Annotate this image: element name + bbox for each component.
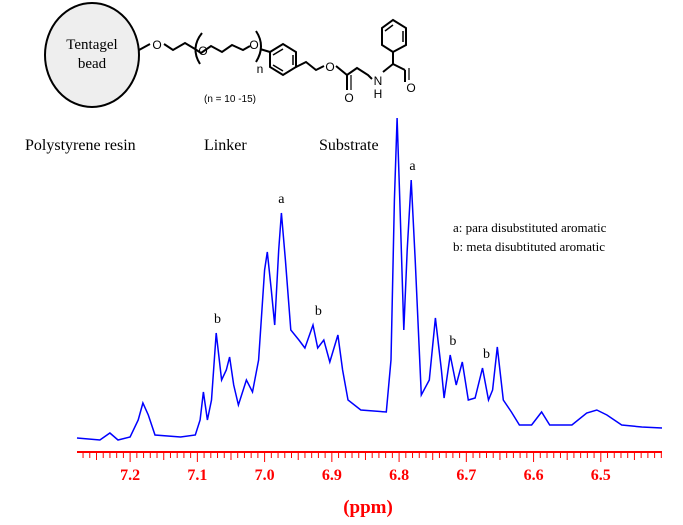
repeat-bracket-right xyxy=(255,30,262,63)
spectrum-plot: b a b a b b 7.2 7.1 7.0 6.9 6.8 6.7 6.6 6.5 (ppm) xyxy=(76,117,663,518)
repeat-range-label: (n = 10 -15) xyxy=(204,94,256,105)
linker-chain-bond xyxy=(138,43,151,51)
peak-annotation-b: b xyxy=(315,304,322,319)
x-tick-label: 6.5 xyxy=(591,467,611,484)
oxygen-atom: O xyxy=(198,44,207,58)
bead-label-line2: bead xyxy=(78,56,107,72)
peak-annotation-a: a xyxy=(409,159,416,174)
oxygen-atom: O xyxy=(344,91,353,105)
oxygen-atom: O xyxy=(406,81,415,95)
repeat-n-label: n xyxy=(257,62,264,76)
peak-annotation-b: b xyxy=(483,347,490,362)
ester-bond xyxy=(335,65,373,80)
oxygen-atom: O xyxy=(152,38,161,52)
x-tick-label: 7.1 xyxy=(187,467,207,484)
x-tick-label: 7.0 xyxy=(255,467,275,484)
peak-annotation-b: b xyxy=(449,334,456,349)
linker-chain-bond xyxy=(163,41,251,55)
section-label-linker: Linker xyxy=(204,137,247,154)
legend: a: para disubstituted aromatic b: meta d… xyxy=(453,220,607,254)
repeat-bracket-left xyxy=(194,32,203,65)
x-tick-label: 7.2 xyxy=(120,467,140,484)
section-label-substrate: Substrate xyxy=(319,137,379,154)
nitrogen-atom: N xyxy=(374,74,383,88)
x-tick-label: 6.9 xyxy=(322,467,342,484)
spectrum-line xyxy=(76,117,663,441)
x-axis-ticks xyxy=(82,452,662,462)
bead-label-line1: Tentagel xyxy=(66,37,117,53)
x-axis-label: (ppm) xyxy=(343,497,393,518)
amide-bond xyxy=(382,62,406,73)
section-label-resin: Polystyrene resin xyxy=(25,137,136,154)
linker-chain-bond xyxy=(259,48,271,53)
structure-labels: Tentagel bead O O O n O O N H O (n = 10 … xyxy=(25,37,416,154)
x-axis-tick-labels: 7.2 7.1 7.0 6.9 6.8 6.7 6.6 6.5 xyxy=(120,467,611,484)
peak-annotation-a: a xyxy=(278,192,285,207)
oxygen-atom: O xyxy=(325,60,334,74)
legend-a: a: para disubstituted aromatic xyxy=(453,220,607,235)
ester-bond xyxy=(295,60,325,72)
chemical-structure xyxy=(44,2,410,108)
benzoyl-ring xyxy=(381,18,407,54)
oxygen-atom: O xyxy=(249,38,258,52)
x-tick-label: 6.7 xyxy=(456,467,476,484)
peak-annotations: b a b a b b xyxy=(214,159,490,362)
hydrogen-atom: H xyxy=(374,87,383,101)
peak-annotation-b: b xyxy=(214,312,221,327)
tentagel-bead xyxy=(44,2,140,108)
x-tick-label: 6.6 xyxy=(524,467,544,484)
x-tick-label: 6.8 xyxy=(389,467,409,484)
legend-b: b: meta disubtituted aromatic xyxy=(453,239,605,254)
